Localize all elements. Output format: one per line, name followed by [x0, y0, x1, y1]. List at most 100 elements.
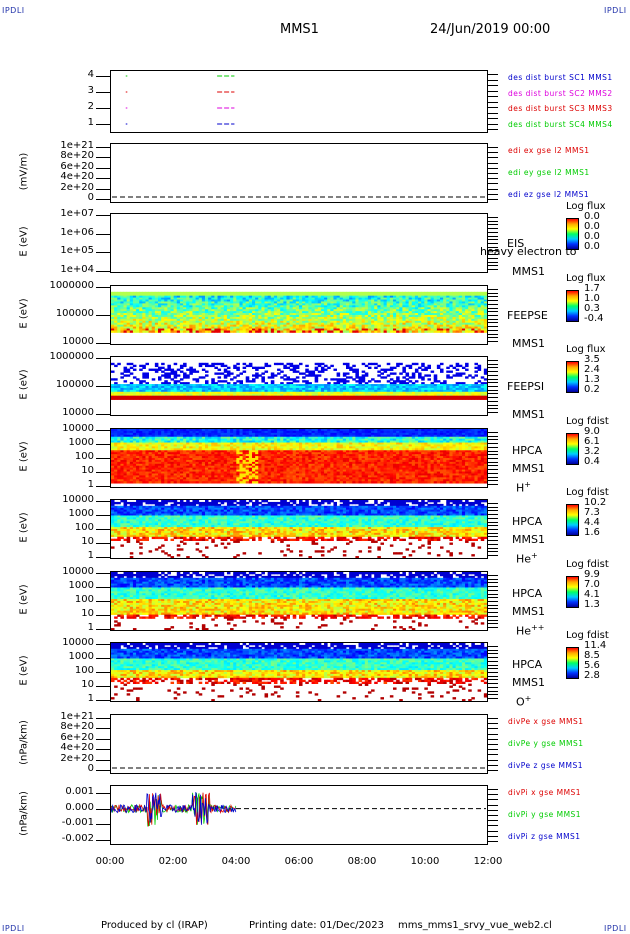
feepsi-right-tick: [488, 412, 498, 413]
hpca_he-spacecraft-label: MMS1: [512, 533, 545, 546]
eis-colorbar-value: 0.0: [584, 241, 600, 252]
feepsi-colorbar-title: Log flux: [566, 344, 606, 355]
feepse-instrument-label: FEEPSE: [507, 309, 548, 322]
edi-panel: [110, 143, 488, 203]
divpe-right-tick: [488, 723, 498, 725]
hpca_he-colorbar: [566, 504, 579, 536]
feepsi-colorbar-value: 3.5: [584, 354, 600, 365]
hpca_hepp-y-tick-mark: [96, 587, 110, 588]
feepse-right-tick: [488, 337, 498, 339]
hpca_h-y-tick-label: 1000: [68, 437, 94, 448]
hpca_o-right-tick: [488, 660, 498, 662]
hpca_hepp-instrument-label: HPCA: [512, 587, 543, 600]
hpca_hepp-y-tick-mark: [96, 601, 110, 602]
divpe-right-tick: [488, 744, 498, 745]
hpca_he-colorbar-value: 10.2: [584, 497, 607, 508]
burst-y-tick-mark: [96, 124, 110, 125]
feepse-right-tick: [488, 333, 498, 335]
x-tick-label: 00:00: [95, 856, 125, 867]
hpca_hepp-colorbar-title: Log fdist: [566, 559, 609, 570]
divpe-right-tick: [488, 759, 498, 761]
hpca_he-y-tick-mark: [96, 515, 110, 516]
eis-right-tick: [488, 231, 498, 233]
hpca_h-right-tick: [488, 461, 498, 463]
burst-right-tick: [488, 79, 498, 81]
feepsi-right-tick: [488, 397, 498, 399]
divpe-y-axis-label: (nPa/km): [18, 720, 30, 765]
feepse-colorbar-value: 0.3: [584, 303, 600, 314]
feepsi-panel: [110, 356, 488, 416]
feepsi-right-tick: [488, 393, 498, 395]
hpca_h-y-tick-label: 10000: [62, 423, 94, 434]
divpe-y-tick-label: 8e+20: [60, 721, 94, 733]
eis-y-tick-mark: [96, 271, 110, 272]
eis-colorbar-value: 0.0: [584, 211, 600, 222]
hpca_h-right-tick: [488, 480, 498, 482]
hpca_o-right-tick: [488, 698, 498, 699]
hpca_h-instrument-label: HPCA: [512, 444, 543, 457]
divpi-legend-item: divPi y gse MMS1: [508, 810, 582, 819]
eis-right-tick: [488, 254, 498, 256]
feepsi-right-tick: [488, 404, 498, 406]
burst-y-tick-label: 3: [87, 85, 94, 96]
hpca_he-right-tick: [488, 543, 498, 545]
hpca_o-right-tick: [488, 646, 498, 647]
hpca_o-y-tick-mark: [96, 672, 110, 673]
divpi-right-tick: [488, 825, 498, 827]
eis-colorbar: [566, 218, 579, 250]
divpi-legend-item: divPi z gse MMS1: [508, 832, 581, 841]
divpi-y-tick-label: -0.002: [61, 833, 94, 845]
divpi-right-tick: [488, 794, 498, 796]
edi-right-tick: [488, 157, 498, 159]
corner-label-bottom-right: IPDLI: [604, 924, 627, 933]
eis-right-tick: [488, 269, 498, 270]
hpca_hepp-right-tick: [488, 593, 498, 595]
feepsi-right-tick: [488, 367, 498, 369]
hpca_he-y-tick-label: 1000: [68, 508, 94, 519]
hpca_h-right-tick: [488, 450, 498, 452]
hpca_he-y-axis-label: E (eV): [18, 512, 30, 543]
divpe-y-tick-mark: [96, 749, 110, 751]
edi-legend-item: edi ez gse l2 MMS1: [508, 190, 590, 199]
divpi-y-tick-label: 0.001: [65, 785, 94, 797]
divpi-y-tick-label: -0.001: [61, 817, 94, 829]
hpca_hepp-y-tick-label: 100: [74, 594, 94, 605]
hpca_he-right-tick: [488, 521, 498, 523]
burst-right-tick: [488, 123, 498, 125]
divpi-right-tick: [488, 820, 498, 822]
hpca_hepp-y-tick-label: 10: [81, 608, 94, 619]
divpe-legend-item: divPe z gse MMS1: [508, 761, 583, 770]
edi-y-tick-label: 6e+20: [60, 160, 94, 172]
divpe-right-tick: [488, 718, 498, 719]
edi-right-tick: [488, 183, 498, 185]
burst-right-tick: [488, 101, 498, 103]
feepse-y-tick-label: 100000: [55, 308, 94, 319]
hpca_o-right-tick: [488, 649, 498, 651]
hpca_h-right-tick: [488, 439, 498, 441]
feepse-panel: [110, 285, 488, 345]
hpca_he-right-tick: [488, 540, 498, 542]
hpca_hepp-colorbar-value: 7.0: [584, 579, 600, 590]
feepse-right-tick: [488, 292, 498, 294]
hpca_o-y-tick-label: 10000: [62, 637, 94, 648]
feepsi-right-tick: [488, 400, 498, 402]
eis-colorbar-value: 0.0: [584, 221, 600, 232]
hpca_he-right-tick: [488, 517, 498, 519]
feepse-right-tick: [488, 315, 498, 316]
burst-y-tick-label: 4: [87, 69, 94, 80]
hpca_he-right-tick: [488, 525, 498, 527]
hpca_hepp-y-tick-label: 1000: [68, 580, 94, 591]
feepsi-y-tick-mark: [96, 358, 110, 359]
edi-right-tick: [488, 193, 498, 195]
edi-y-tick-mark: [96, 147, 110, 148]
burst-right-tick: [488, 129, 498, 130]
feepsi-colorbar: [566, 361, 579, 393]
feepse-y-axis-label: E (eV): [18, 298, 30, 329]
divpi-right-tick: [488, 789, 498, 790]
feepsi-y-tick-mark: [96, 386, 110, 387]
feepse-y-tick-label: 10000: [62, 336, 94, 347]
eis-overlay-text: heavy electron to: [480, 245, 577, 258]
hpca_o-right-tick: [488, 657, 498, 659]
eis-y-tick-mark: [96, 252, 110, 254]
feepse-y-tick-mark: [96, 287, 110, 288]
